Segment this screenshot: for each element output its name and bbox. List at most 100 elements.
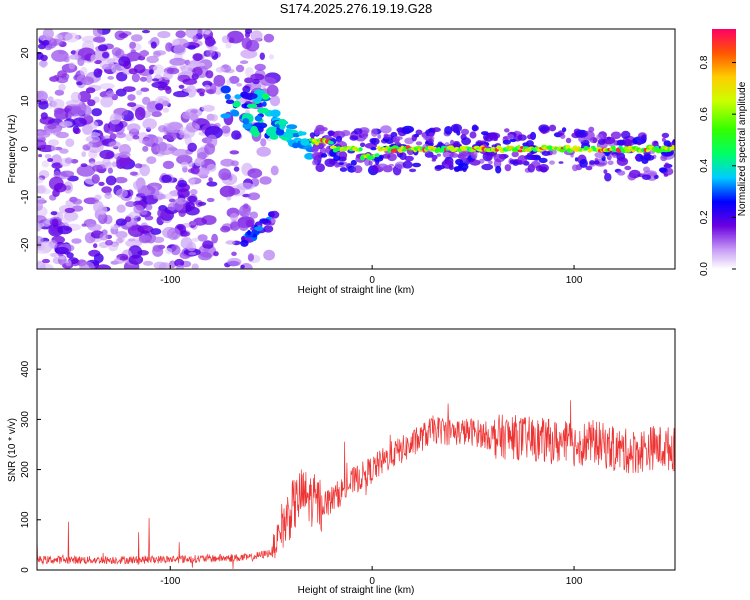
carrier-halo [428, 132, 435, 137]
transition-blob [285, 127, 292, 135]
carrier-halo [436, 153, 441, 157]
noise-blob [59, 148, 69, 154]
carrier-halo [353, 165, 363, 174]
noise-blob [165, 247, 173, 255]
noise-blob [110, 224, 119, 230]
noise-blob [169, 57, 187, 66]
snr-ytick-label: 0 [20, 567, 31, 573]
spectrogram-ytick-label: 20 [20, 47, 31, 59]
noise-blob [153, 136, 164, 144]
noise-blob [247, 192, 261, 201]
noise-blob [57, 255, 66, 260]
noise-blob [58, 84, 66, 91]
carrier-halo [481, 131, 489, 136]
noise-blob [161, 174, 172, 183]
carrier-halo [488, 160, 493, 165]
noise-blob [235, 64, 245, 73]
noise-blob [68, 62, 75, 70]
noise-blob [202, 240, 214, 250]
snr-ticks: -100 0 100 0 100 200 300 400 [20, 360, 583, 587]
noise-blob [197, 29, 203, 36]
noise-blob [118, 144, 131, 155]
noise-blob [245, 39, 260, 52]
noise-blob [220, 225, 231, 233]
noise-blob [152, 78, 159, 82]
carrier-halo [339, 167, 348, 172]
carrier-halo [672, 139, 675, 143]
carrier-halo [502, 139, 511, 145]
noise-blob [116, 204, 126, 213]
noise-blob [239, 60, 249, 65]
noise-blob [191, 263, 199, 269]
carrier-halo [487, 132, 501, 140]
noise-blob [144, 215, 154, 221]
noise-blob [176, 154, 193, 165]
lower-arc-blob [269, 210, 280, 219]
spectrogram-ytick-label: 0 [20, 146, 31, 152]
carrier-halo [458, 163, 464, 168]
carrier-core [671, 145, 675, 151]
noise-blob [245, 67, 254, 78]
noise-blob [37, 177, 44, 184]
noise-blob [228, 75, 240, 84]
noise-blob [128, 254, 144, 265]
noise-blob [198, 251, 212, 261]
noise-blob [166, 227, 181, 241]
noise-blob [171, 38, 180, 46]
noise-blob [42, 29, 54, 40]
noise-blob [187, 142, 197, 152]
noise-blob [155, 103, 164, 111]
upper-blob-cell [224, 93, 231, 100]
noise-blob [157, 208, 166, 218]
carrier-halo [449, 153, 459, 158]
carrier-halo [482, 151, 493, 162]
noise-blob [127, 238, 136, 242]
noise-blob [94, 194, 102, 201]
carrier-halo [444, 126, 453, 135]
carrier-halo [392, 138, 400, 143]
noise-blob [183, 88, 192, 93]
noise-blob [236, 182, 255, 191]
noise-blob [80, 66, 88, 76]
noise-blob [54, 182, 67, 193]
noise-blob [249, 211, 259, 219]
noise-blob [152, 236, 165, 243]
carrier-halo [338, 151, 348, 160]
carrier-halo [460, 128, 470, 136]
noise-blob [213, 74, 226, 87]
noise-blob [57, 70, 68, 78]
carrier-halo [604, 172, 612, 182]
noise-blob [164, 193, 174, 200]
carrier-halo [404, 155, 414, 162]
noise-blob [187, 67, 193, 72]
noise-blob [71, 104, 87, 117]
noise-blob [133, 204, 144, 214]
carrier-halo [644, 154, 655, 161]
snr-xlabel: Height of straight line (km) [298, 585, 415, 596]
carrier-halo [594, 151, 606, 159]
carrier-halo [629, 173, 635, 178]
noise-blob [116, 71, 128, 82]
noise-blob [230, 96, 236, 100]
carrier-halo [320, 153, 328, 158]
carrier-halo [664, 162, 669, 167]
noise-blob [53, 170, 61, 179]
noise-blob [64, 32, 80, 43]
carrier-halo [641, 134, 647, 143]
carrier-halo [361, 129, 369, 140]
carrier-halo [530, 155, 537, 161]
carrier-halo [511, 151, 519, 158]
noise-blob [85, 135, 101, 143]
noise-blob [108, 141, 121, 148]
noise-blob [63, 56, 70, 63]
noise-blob [225, 240, 236, 245]
carrier-halo [607, 160, 614, 166]
noise-blob [192, 66, 203, 77]
noise-blob [104, 192, 112, 199]
noise-blob [37, 235, 44, 245]
noise-blob [54, 89, 65, 96]
noise-blob [146, 156, 157, 165]
upper-blob-cell [257, 107, 269, 114]
noise-blob [269, 54, 274, 60]
noise-blob [47, 96, 54, 102]
